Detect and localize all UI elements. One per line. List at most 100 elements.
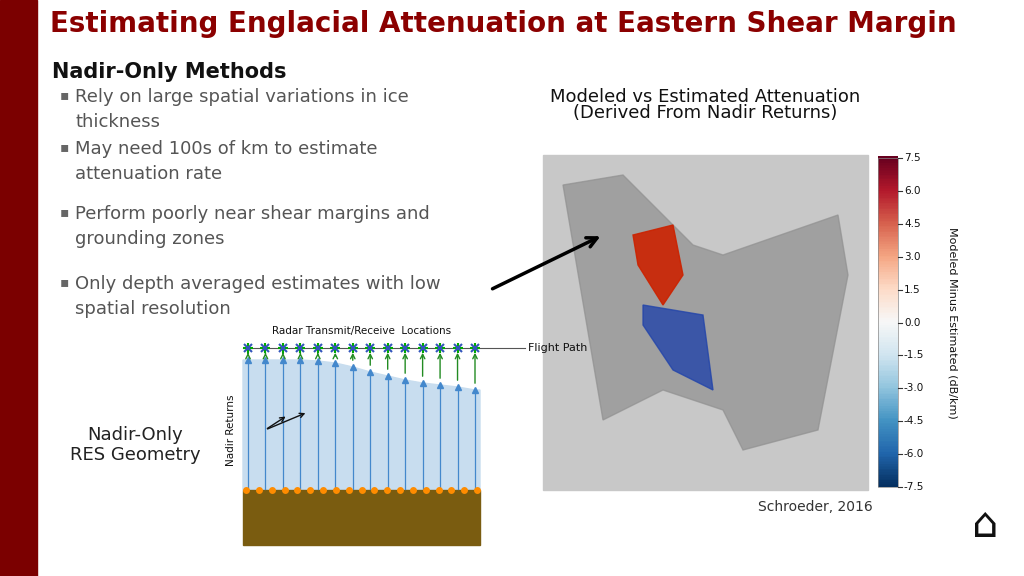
Bar [878, 288, 898, 290]
Bar [878, 214, 898, 216]
Bar [878, 331, 898, 334]
Bar [878, 233, 898, 236]
Text: Modeled Minus Estimated (dB/km): Modeled Minus Estimated (dB/km) [948, 226, 958, 418]
Bar [878, 161, 898, 163]
Bar [878, 308, 898, 310]
Bar [878, 219, 898, 221]
Bar [878, 419, 898, 421]
Bar [878, 157, 898, 160]
Bar [878, 209, 898, 211]
Bar [878, 389, 898, 391]
Bar [878, 381, 898, 383]
Bar [878, 361, 898, 363]
Bar [878, 407, 898, 410]
Bar [878, 202, 898, 204]
Bar [878, 467, 898, 469]
Bar [878, 442, 898, 444]
Bar [878, 420, 898, 423]
Bar [878, 195, 898, 198]
Text: -4.5: -4.5 [904, 416, 925, 426]
Bar [878, 306, 898, 308]
Bar [543, 155, 868, 490]
Bar [878, 335, 898, 336]
Bar [878, 450, 898, 452]
Bar [878, 235, 898, 237]
Text: 0.0: 0.0 [904, 317, 921, 328]
Bar [878, 303, 898, 305]
Polygon shape [243, 490, 480, 545]
Bar [878, 366, 898, 368]
Bar [878, 358, 898, 359]
Bar [878, 270, 898, 272]
Bar [878, 283, 898, 285]
Text: -6.0: -6.0 [904, 449, 925, 459]
Bar [878, 223, 898, 226]
Text: ⌂: ⌂ [972, 504, 998, 546]
Bar [878, 400, 898, 403]
Bar [878, 349, 898, 351]
Text: 7.5: 7.5 [904, 153, 921, 163]
Bar [878, 257, 898, 259]
Bar [878, 333, 898, 335]
Bar [878, 247, 898, 249]
Polygon shape [563, 175, 848, 450]
Bar [878, 271, 898, 274]
Bar [878, 212, 898, 214]
Bar [878, 462, 898, 464]
Polygon shape [643, 305, 713, 390]
Bar [878, 432, 898, 434]
Bar [878, 437, 898, 439]
Bar [878, 415, 898, 418]
FancyArrow shape [50, 545, 57, 559]
Bar [878, 183, 898, 184]
Bar [878, 351, 898, 353]
Bar [878, 206, 898, 207]
Bar [878, 311, 898, 313]
Bar [878, 267, 898, 269]
Text: 3.0: 3.0 [904, 252, 921, 262]
Bar [878, 326, 898, 328]
Text: ▪: ▪ [60, 140, 70, 154]
Bar [878, 282, 898, 283]
Bar [878, 324, 898, 327]
Bar [878, 248, 898, 251]
Bar [878, 207, 898, 209]
Text: ▪: ▪ [60, 275, 70, 289]
Bar [878, 404, 898, 406]
Bar [878, 444, 898, 446]
Bar [878, 482, 898, 484]
Bar [878, 341, 898, 343]
Text: Schroeder, 2016: Schroeder, 2016 [758, 500, 873, 514]
Text: Nadir-Only: Nadir-Only [87, 426, 183, 444]
Bar [878, 460, 898, 462]
Bar [878, 374, 898, 376]
Bar [878, 329, 898, 332]
Bar [878, 478, 898, 480]
Polygon shape [243, 360, 480, 490]
Bar [878, 425, 898, 427]
Bar [878, 230, 898, 232]
Text: 6.0: 6.0 [904, 186, 921, 196]
Bar [878, 414, 898, 416]
Bar [878, 362, 898, 365]
Bar [878, 242, 898, 244]
Bar [46, 542, 66, 562]
Bar [878, 215, 898, 218]
Bar [878, 449, 898, 450]
Bar [878, 336, 898, 338]
Bar [878, 293, 898, 295]
Bar [878, 445, 898, 448]
Bar [878, 164, 898, 166]
Bar [878, 278, 898, 281]
Bar [878, 204, 898, 206]
Bar [878, 172, 898, 175]
Bar [878, 259, 898, 260]
Bar [878, 221, 898, 222]
Bar [878, 353, 898, 355]
Bar [878, 463, 898, 465]
Bar [878, 371, 898, 373]
Bar [878, 240, 898, 242]
Text: Modeled vs Estimated Attenuation: Modeled vs Estimated Attenuation [550, 88, 860, 106]
Bar [878, 427, 898, 429]
Text: (Derived From Nadir Returns): (Derived From Nadir Returns) [573, 104, 838, 122]
